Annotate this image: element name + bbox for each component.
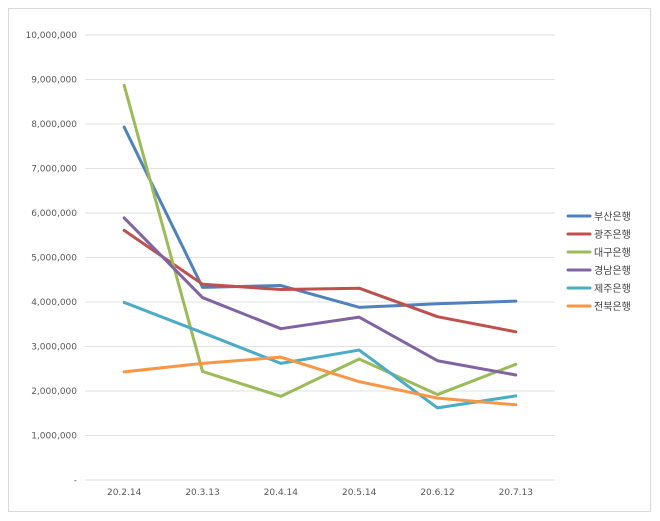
y-tick-label: 1,000,000 — [31, 432, 77, 442]
y-axis-ticks: - 1,000,000 2,000,000 3,000,000 4,000,000 5,0… — [25, 31, 77, 486]
y-tick-label: 2,000,000 — [31, 387, 77, 397]
legend-label: 경남은행 — [594, 264, 631, 277]
series-lines — [122, 83, 518, 410]
legend-label: 부산은행 — [594, 211, 631, 223]
series-line-1 — [122, 125, 518, 309]
series-line-4 — [122, 216, 518, 377]
gridlines — [85, 34, 555, 481]
y-tick-label: - — [74, 476, 77, 486]
legend-label: 대구은행 — [594, 247, 631, 259]
series-line-5 — [122, 300, 518, 410]
series-line-3 — [122, 83, 518, 398]
x-tick-label: 20.7.13 — [499, 488, 533, 498]
y-tick-label: 4,000,000 — [31, 298, 77, 308]
legend-label: 전북은행 — [594, 301, 631, 313]
x-tick-label: 20.2.14 — [107, 488, 142, 498]
y-tick-label: 9,000,000 — [31, 76, 77, 86]
y-tick-label: 10,000,000 — [25, 31, 77, 41]
chart-frame — [8, 8, 651, 512]
x-axis-ticks: 20.2.14 20.3.13 20.4.14 20.5.14 20.6.12 20.7.… — [107, 488, 533, 498]
legend-label: 제주은행 — [594, 283, 631, 295]
x-tick-label: 20.3.13 — [185, 488, 219, 498]
series-line-2 — [122, 228, 518, 334]
y-tick-label: 5,000,000 — [31, 254, 77, 264]
x-tick-label: 20.4.14 — [264, 488, 299, 498]
legend-label: 광주은행 — [594, 229, 631, 241]
y-tick-label: 8,000,000 — [31, 120, 77, 130]
series-line-6 — [122, 355, 518, 407]
y-tick-label: 3,000,000 — [31, 343, 77, 353]
x-tick-label: 20.6.12 — [420, 488, 454, 498]
y-tick-label: 6,000,000 — [31, 209, 77, 219]
x-tick-label: 20.5.14 — [342, 488, 377, 498]
y-tick-label: 7,000,000 — [31, 165, 77, 175]
